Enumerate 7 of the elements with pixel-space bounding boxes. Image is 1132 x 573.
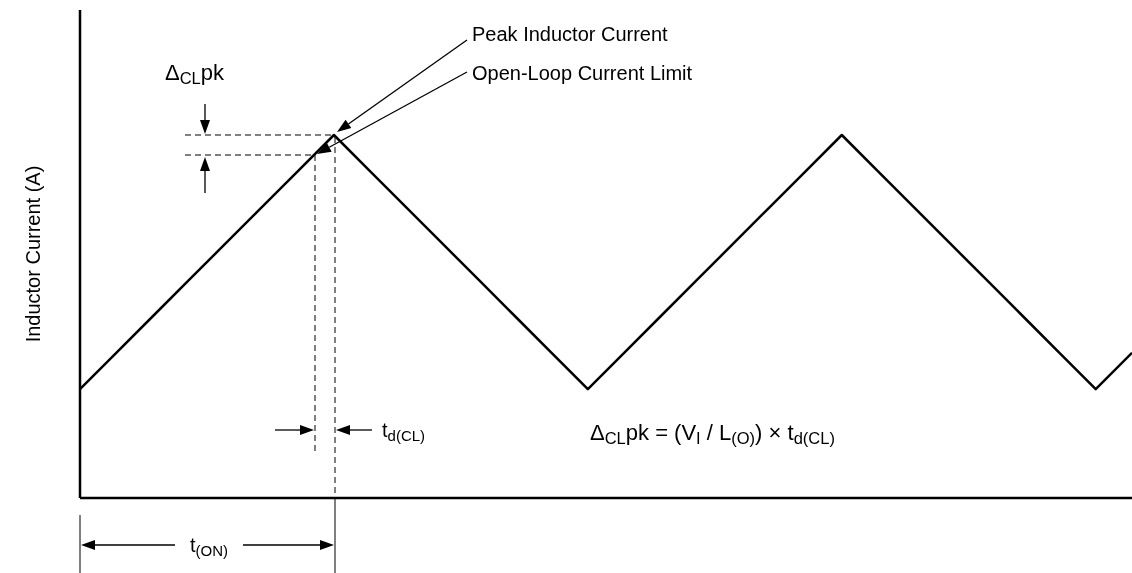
annotation: Δ$_{CL}$pk = (V$_{I}$ / L$_{(O)}$) × t$_{d(CL)}$ xyxy=(590,420,835,448)
annotation: t$_{d(CL)}$ xyxy=(382,419,426,444)
text: t$_{(ON)}$ xyxy=(189,534,229,559)
text: Δ$_{CL}$pk xyxy=(165,60,226,88)
y-axis-title: Inductor Current (A) xyxy=(22,165,44,343)
text: Peak Inductor Current xyxy=(472,23,669,45)
text: Open-Loop Current Limit xyxy=(472,62,693,84)
